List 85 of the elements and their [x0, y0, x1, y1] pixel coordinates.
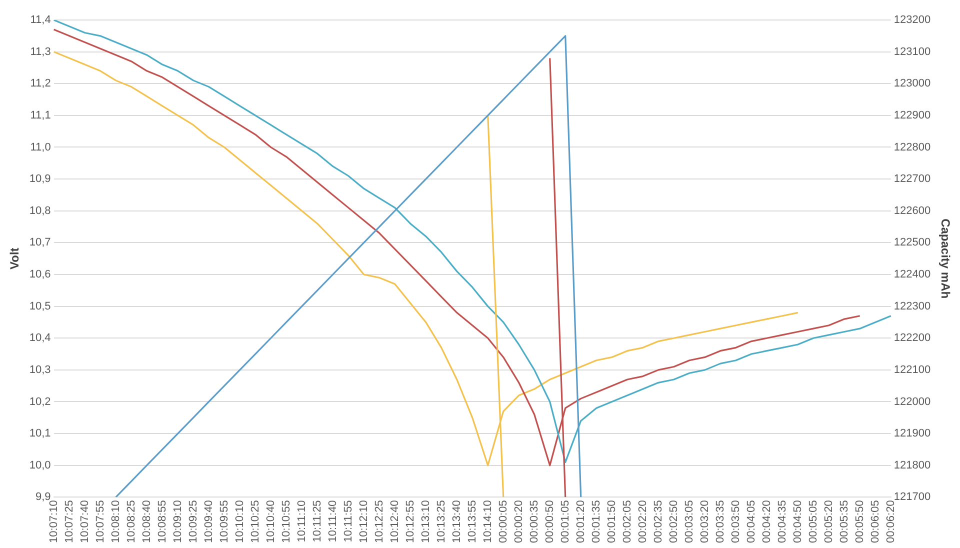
- y-tick-label: 10,4: [29, 332, 51, 344]
- x-tick-label: 00:02:50: [668, 500, 680, 544]
- x-tick-label: 00:04:05: [745, 500, 758, 544]
- x-tick-label: 10:12:55: [404, 500, 416, 544]
- y2-tick-label: 121800: [894, 459, 931, 472]
- y-tick-label: 10,9: [29, 173, 51, 186]
- x-tick-label: 10:11:25: [311, 500, 324, 542]
- x-tick-label: 10:07:55: [94, 500, 106, 544]
- x-tick-label: 10:13:25: [435, 500, 448, 544]
- x-tick-label: 10:13:10: [420, 500, 432, 544]
- x-tick-label: 10:13:55: [466, 500, 478, 544]
- x-tick-label: 10:10:40: [264, 500, 277, 544]
- x-tick-label: 00:00:20: [512, 500, 525, 544]
- x-tick-label: 00:01:50: [606, 500, 618, 544]
- x-tick-label: 00:06:05: [869, 500, 882, 544]
- x-tick-label: 00:03:35: [714, 500, 726, 544]
- x-tick-label: 00:05:35: [838, 500, 850, 544]
- x-tick-label: 10:11:40: [326, 500, 339, 542]
- x-tick-label: 00:03:05: [683, 500, 696, 544]
- x-tick-label: 00:01:05: [559, 500, 572, 544]
- y2-tick-label: 122200: [894, 332, 931, 344]
- y2-tick-label: 123200: [894, 14, 931, 26]
- x-tick-label: 10:08:10: [110, 500, 122, 544]
- x-tick-label: 00:04:20: [760, 500, 773, 544]
- y2-tick-label: 122900: [894, 109, 931, 122]
- x-tick-label: 10:14:10: [482, 500, 494, 544]
- y2-tick-label: 122000: [894, 396, 931, 408]
- x-tick-label: 10:08:40: [140, 500, 153, 544]
- y-tick-label: 11,1: [30, 109, 51, 122]
- y-tick-label: 10,7: [29, 236, 51, 249]
- x-tick-label: 10:08:25: [125, 500, 138, 544]
- x-tick-label: 00:01:20: [574, 500, 587, 544]
- y2-tick-label: 122100: [894, 364, 931, 376]
- x-tick-label: 00:05:50: [854, 500, 866, 544]
- x-tick-label: 10:11:55: [342, 500, 354, 542]
- y-tick-label: 10,5: [29, 300, 51, 312]
- y-axis-title: Volt: [8, 248, 22, 270]
- y2-tick-label: 123100: [894, 46, 931, 58]
- x-tick-label: 10:09:25: [187, 500, 200, 544]
- x-tick-label: 10:13:40: [450, 500, 463, 544]
- x-tick-label: 00:02:05: [621, 500, 634, 544]
- x-tick-label: 00:00:05: [497, 500, 510, 544]
- x-tick-label: 00:02:20: [636, 500, 649, 544]
- y2-tick-label: 121900: [894, 428, 931, 440]
- y2-axis-title: Capacity mAh: [938, 218, 952, 299]
- y2-tick-label: 122400: [894, 268, 931, 281]
- x-tick-label: 10:10:10: [234, 500, 246, 544]
- x-tick-label: 00:00:50: [544, 500, 556, 544]
- x-tick-label: 10:12:10: [358, 500, 370, 544]
- x-tick-label: 00:05:05: [807, 500, 820, 544]
- y2-tick-label: 123000: [894, 78, 931, 90]
- y-tick-label: 10,6: [29, 268, 51, 281]
- x-tick-label: 00:03:50: [730, 500, 742, 544]
- y2-tick-label: 122600: [894, 204, 931, 217]
- x-tick-label: 10:11:10: [296, 500, 308, 542]
- x-tick-label: 10:07:25: [63, 500, 76, 544]
- y-tick-label: 11,0: [30, 141, 51, 154]
- x-tick-label: 10:08:55: [156, 500, 168, 544]
- y-tick-label: 11,3: [30, 46, 51, 58]
- x-tick-label: 00:04:50: [792, 500, 804, 544]
- x-tick-label: 00:02:35: [652, 500, 664, 544]
- x-tick-label: 10:07:40: [78, 500, 91, 544]
- y-tick-label: 11,2: [30, 78, 51, 90]
- y-tick-label: 10,2: [29, 396, 51, 408]
- y2-tick-label: 122500: [894, 236, 931, 249]
- x-tick-label: 00:03:20: [698, 500, 711, 544]
- y2-tick-label: 122700: [894, 173, 931, 186]
- x-tick-label: 10:09:55: [218, 500, 230, 544]
- x-tick-label: 10:09:10: [172, 500, 184, 544]
- x-tick-label: 10:12:25: [373, 500, 386, 544]
- y2-tick-label: 122300: [894, 300, 931, 312]
- y-tick-label: 10,1: [29, 428, 51, 440]
- x-tick-label: 10:12:40: [388, 500, 401, 544]
- x-tick-label: 10:10:25: [249, 500, 262, 544]
- x-tick-label: 00:05:20: [822, 500, 835, 544]
- y-tick-label: 11,4: [30, 14, 51, 26]
- x-tick-label: 00:00:35: [528, 500, 540, 544]
- x-tick-label: 10:09:40: [202, 500, 215, 544]
- y-tick-label: 10,0: [29, 459, 51, 472]
- y-tick-label: 10,8: [29, 204, 51, 217]
- x-tick-label: 10:10:55: [280, 500, 292, 544]
- x-tick-label: 00:04:35: [776, 500, 788, 544]
- x-tick-label: 00:01:35: [590, 500, 602, 544]
- y2-tick-label: 122800: [894, 141, 931, 154]
- y-tick-label: 10,3: [29, 364, 51, 376]
